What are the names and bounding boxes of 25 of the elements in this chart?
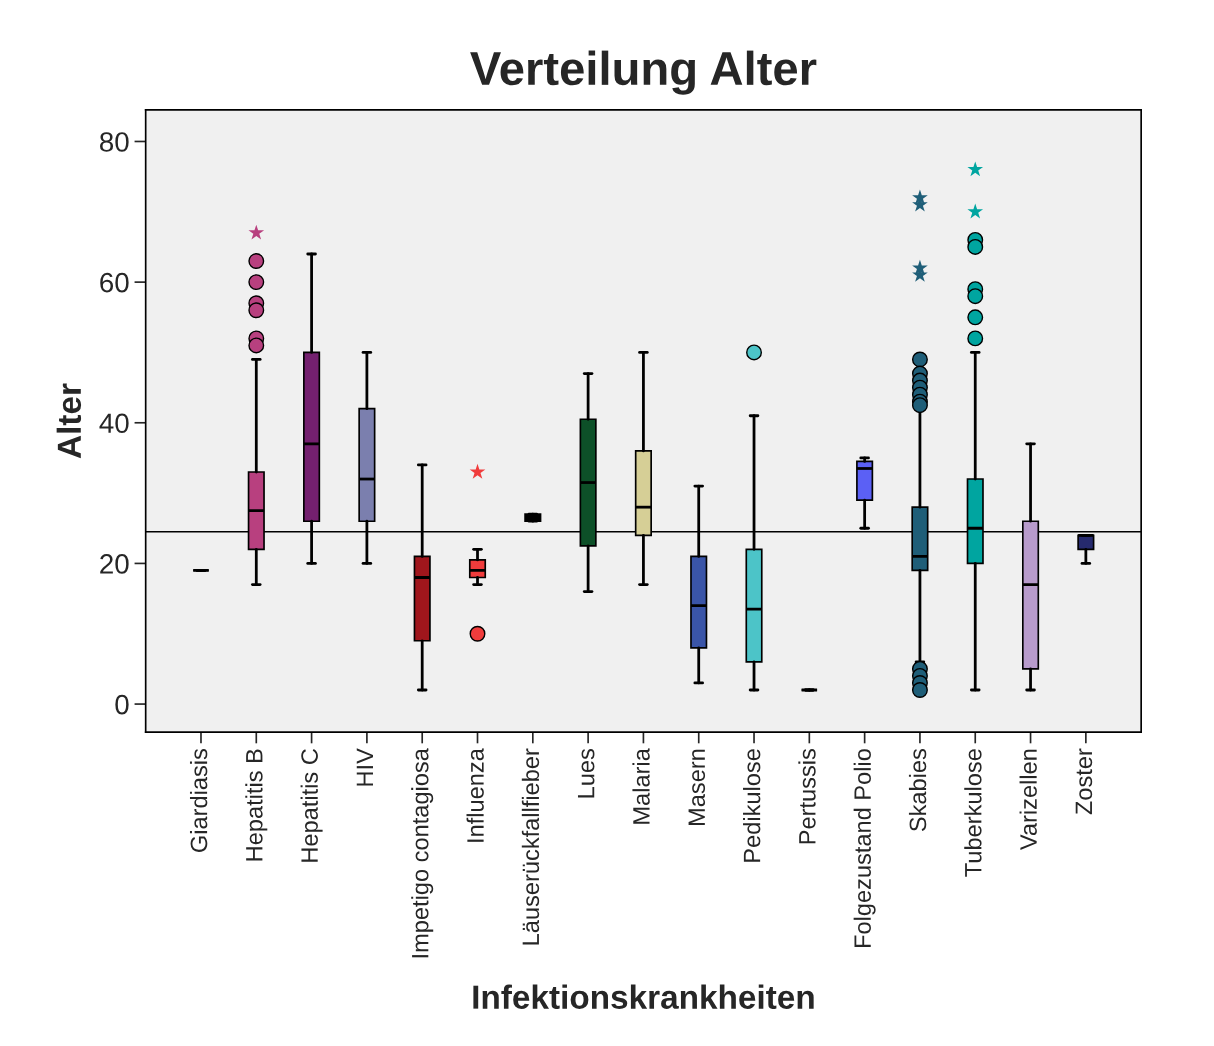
x-tick-label: Hepatitis B [245,749,268,861]
x-tick-label: Malaria [632,748,650,824]
chart-title: Verteilung Alter [470,50,817,95]
x-tick-label: Tuberkulose [964,749,982,877]
y-tick-label: 0 [115,694,129,715]
y-tick-label: 60 [100,272,129,293]
x-tick-label: Skabies [908,749,927,832]
x-tick-label: Pertussis [798,749,816,844]
x-tick-label: HIV [356,748,373,786]
x-tick-label: Lues [577,749,595,798]
y-axis-title: Alter [56,383,82,459]
x-tick-label: Impetigo contagiosa [411,748,434,958]
y-tick-label: 80 [100,132,129,152]
x-tick-label: Zoster [1075,748,1093,815]
x-tick-label: Läuserückfallfieber [521,748,540,945]
x-tick-label: Influenza [466,748,484,842]
x-tick-label: Varizellen [1019,749,1037,850]
x-axis-title: Infektionskrankheiten [473,984,814,1009]
x-tick-label: Folgezustand Polio [853,749,876,948]
x-tick-label: Pedikulose [743,749,761,862]
x-tick-label: Giardiasis [189,749,208,852]
y-tick-label: 40 [99,413,129,434]
x-tick-label: Hepatitis C [300,749,323,862]
x-tick-label: Masern [688,749,706,825]
y-tick-label: 20 [100,554,129,574]
